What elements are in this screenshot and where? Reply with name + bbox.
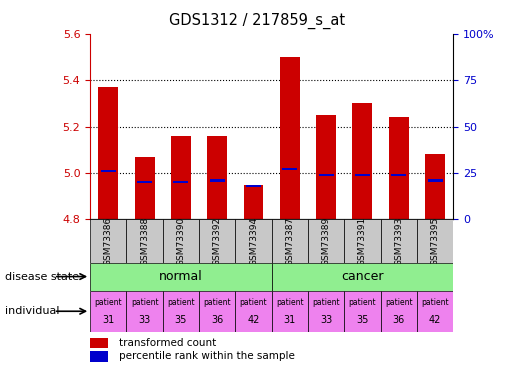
Text: patient: patient bbox=[203, 298, 231, 307]
Text: 33: 33 bbox=[139, 315, 151, 326]
Text: patient: patient bbox=[312, 298, 340, 307]
Bar bbox=[90, 291, 127, 332]
Text: transformed count: transformed count bbox=[119, 338, 216, 348]
Bar bbox=[272, 219, 308, 262]
Bar bbox=[272, 262, 453, 291]
Bar bbox=[101, 170, 116, 172]
Bar bbox=[90, 219, 127, 262]
Bar bbox=[352, 104, 372, 219]
Bar bbox=[381, 291, 417, 332]
Text: GSM73393: GSM73393 bbox=[394, 216, 403, 266]
Text: 31: 31 bbox=[284, 315, 296, 326]
Text: GSM73391: GSM73391 bbox=[358, 216, 367, 266]
Text: 31: 31 bbox=[102, 315, 114, 326]
Bar bbox=[344, 291, 381, 332]
Bar bbox=[355, 174, 370, 176]
Bar bbox=[417, 291, 453, 332]
Text: normal: normal bbox=[159, 270, 203, 283]
Bar bbox=[308, 219, 344, 262]
Bar bbox=[171, 136, 191, 219]
Bar bbox=[199, 291, 235, 332]
Bar bbox=[90, 338, 108, 348]
Bar bbox=[344, 219, 381, 262]
Bar bbox=[163, 219, 199, 262]
Text: GDS1312 / 217859_s_at: GDS1312 / 217859_s_at bbox=[169, 13, 346, 29]
Text: patient: patient bbox=[276, 298, 304, 307]
Text: GSM73394: GSM73394 bbox=[249, 216, 258, 266]
Text: GSM73388: GSM73388 bbox=[140, 216, 149, 266]
Text: disease state: disease state bbox=[5, 272, 79, 282]
Bar bbox=[425, 154, 445, 219]
Bar bbox=[381, 219, 417, 262]
Bar bbox=[127, 291, 163, 332]
Bar bbox=[210, 179, 225, 182]
Text: 42: 42 bbox=[247, 315, 260, 326]
Bar bbox=[308, 291, 344, 332]
Text: GSM73392: GSM73392 bbox=[213, 216, 221, 266]
Bar bbox=[90, 351, 108, 361]
Bar bbox=[199, 219, 235, 262]
Bar bbox=[90, 262, 272, 291]
Text: 36: 36 bbox=[392, 315, 405, 326]
Text: GSM73395: GSM73395 bbox=[431, 216, 439, 266]
Bar bbox=[207, 136, 227, 219]
Text: patient: patient bbox=[131, 298, 159, 307]
Bar bbox=[163, 291, 199, 332]
Bar bbox=[389, 117, 409, 219]
Text: patient: patient bbox=[421, 298, 449, 307]
Text: 42: 42 bbox=[429, 315, 441, 326]
Text: patient: patient bbox=[349, 298, 376, 307]
Bar bbox=[137, 181, 152, 183]
Text: patient: patient bbox=[239, 298, 267, 307]
Text: GSM73390: GSM73390 bbox=[177, 216, 185, 266]
Bar bbox=[235, 291, 272, 332]
Bar bbox=[427, 179, 442, 182]
Text: GSM73387: GSM73387 bbox=[285, 216, 294, 266]
Bar bbox=[98, 87, 118, 219]
Bar bbox=[127, 219, 163, 262]
Text: GSM73386: GSM73386 bbox=[104, 216, 113, 266]
Text: 35: 35 bbox=[356, 315, 369, 326]
Bar bbox=[244, 184, 264, 219]
Text: 35: 35 bbox=[175, 315, 187, 326]
Bar bbox=[391, 174, 406, 176]
Bar bbox=[280, 57, 300, 219]
Bar bbox=[417, 219, 453, 262]
Bar bbox=[282, 168, 297, 170]
Text: patient: patient bbox=[94, 298, 122, 307]
Text: percentile rank within the sample: percentile rank within the sample bbox=[119, 351, 295, 361]
Text: individual: individual bbox=[5, 306, 60, 316]
Text: patient: patient bbox=[385, 298, 413, 307]
Bar bbox=[235, 219, 272, 262]
Text: 33: 33 bbox=[320, 315, 332, 326]
Bar bbox=[174, 181, 188, 183]
Bar bbox=[134, 157, 154, 219]
Text: patient: patient bbox=[167, 298, 195, 307]
Bar bbox=[246, 185, 261, 187]
Bar bbox=[319, 174, 334, 176]
Bar bbox=[272, 291, 308, 332]
Bar bbox=[316, 115, 336, 219]
Text: 36: 36 bbox=[211, 315, 224, 326]
Text: cancer: cancer bbox=[341, 270, 384, 283]
Text: GSM73389: GSM73389 bbox=[322, 216, 331, 266]
